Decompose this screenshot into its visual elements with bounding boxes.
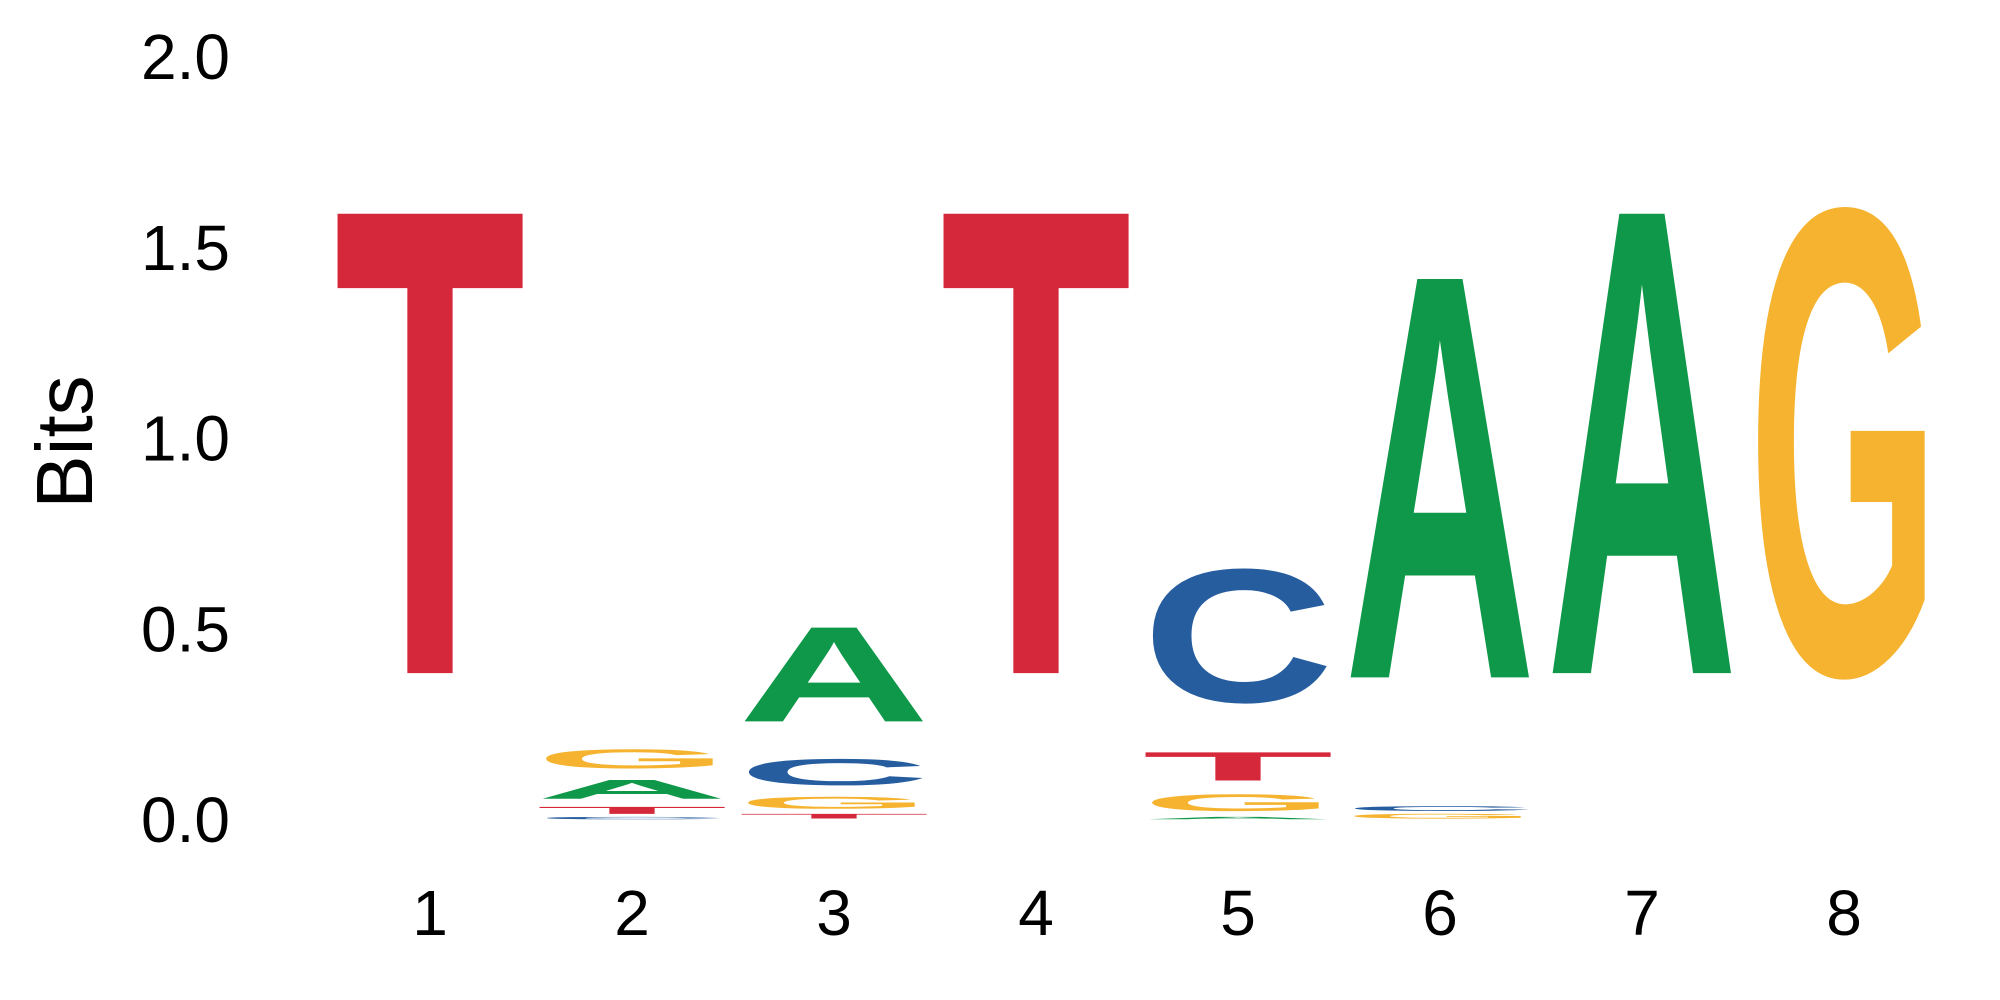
x-tick-label: 7	[1624, 877, 1660, 949]
logo-letter-t: T	[738, 812, 930, 820]
logo-letter-c: C	[738, 751, 930, 793]
y-tick-label: 0.0	[141, 784, 230, 856]
logo-letter-t: T	[334, 69, 526, 815]
y-tick-label: 1.5	[141, 212, 230, 284]
y-axis-ticks: 0.0 0.5 1.0 1.5 2.0	[141, 21, 230, 856]
y-tick-label: 0.5	[141, 593, 230, 665]
logo-letter-g: G	[1142, 789, 1334, 816]
y-axis-label: Bits	[20, 375, 109, 508]
logo-letter-a: A	[536, 774, 728, 804]
logo-letter-g: G	[1748, 68, 1940, 815]
x-tick-label: 8	[1826, 877, 1862, 949]
logo-letter-a: A	[738, 598, 930, 750]
logo-letter-c: C	[536, 816, 728, 820]
logo-letter-t: T	[940, 69, 1132, 815]
x-tick-label: 5	[1220, 877, 1256, 949]
logo-letter-a: A	[1142, 816, 1334, 820]
y-tick-label: 2.0	[141, 21, 230, 93]
logo-letter-a: A	[1344, 154, 1536, 800]
logo-letter-c: C	[1344, 805, 1536, 813]
logo-letter-a: A	[1546, 69, 1738, 815]
x-tick-label: 2	[614, 877, 650, 949]
logo-letter-g: G	[536, 744, 728, 774]
y-tick-label: 1.0	[141, 403, 230, 475]
logo-letter-g: G	[1344, 812, 1536, 820]
x-tick-label: 4	[1018, 877, 1054, 949]
x-tick-label: 3	[816, 877, 852, 949]
logo-letter-g: G	[738, 793, 930, 812]
x-axis-ticks: 1 2 3 4 5 6 7 8	[412, 877, 1862, 949]
logo-letter-t: T	[536, 805, 728, 816]
x-tick-label: 6	[1422, 877, 1458, 949]
x-tick-label: 1	[412, 877, 448, 949]
logo-letter-c: C	[1142, 530, 1334, 743]
logo-letter-t: T	[1142, 744, 1334, 790]
